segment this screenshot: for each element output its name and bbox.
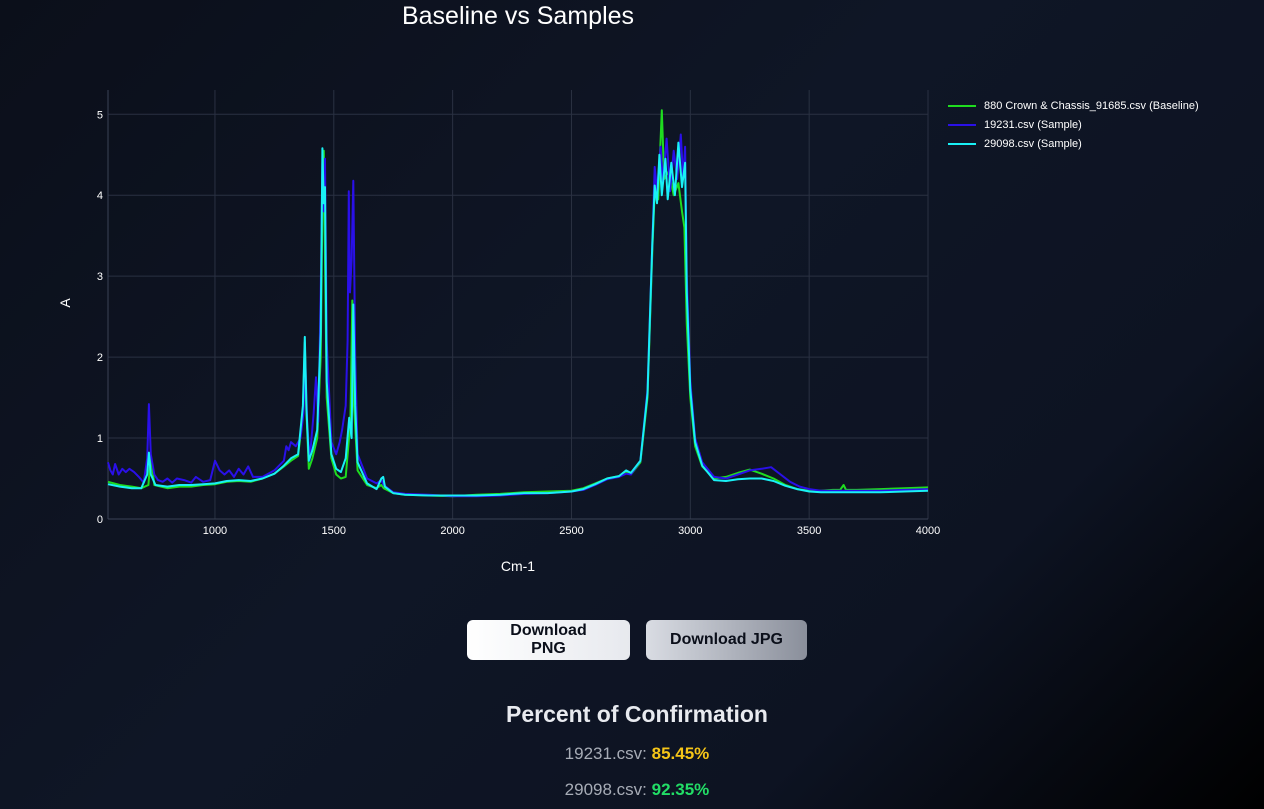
grid-layer [108,90,929,519]
legend-item-3[interactable]: 29098.csv (Sample) [948,134,1199,153]
series-line-2 [107,133,929,498]
confirmation-file: 29098.csv: [564,780,647,799]
legend-item-1[interactable]: 880 Crown & Chassis_91685.csv (Baseline) [948,96,1199,115]
axis-layer: 1000 1500 2000 2500 3000 3500 4000 0 1 2 3 4 5 [97,90,940,537]
y-tick-label: 4 [97,190,103,202]
confirmation-file: 19231.csv: [564,744,647,763]
legend-label: 19231.csv (Sample) [984,118,1082,131]
legend-label: 880 Crown & Chassis_91685.csv (Baseline) [984,99,1199,112]
legend-label: 29098.csv (Sample) [984,137,1082,150]
y-tick-label: 5 [97,109,103,121]
y-axis-label: A [57,298,73,308]
series-line-3 [107,141,929,497]
x-tick-label: 4000 [916,525,940,537]
x-tick-label: 3500 [797,525,821,537]
legend-item-2[interactable]: 19231.csv (Sample) [948,115,1199,134]
chart-title: Baseline vs Samples [401,2,635,30]
download-buttons: Download PNG Download JPG [0,620,1264,660]
series-layer [107,109,929,498]
y-tick-label: 3 [97,271,103,283]
download-jpg-button[interactable]: Download JPG [646,620,807,660]
legend-swatch [948,104,976,107]
y-tick-label: 1 [97,433,103,445]
x-tick-label: 2500 [559,525,583,537]
x-tick-label: 3000 [678,525,702,537]
download-png-button[interactable]: Download PNG [467,620,630,660]
confirmation-title: Percent of Confirmation [506,701,768,727]
chart-legend: 880 Crown & Chassis_91685.csv (Baseline)… [948,96,1199,153]
confirmation-row: 29098.csv: 92.35% [0,780,1264,800]
y-tick-label: 0 [97,514,103,526]
y-tick-label: 2 [97,352,103,364]
confirmation-row: 19231.csv: 85.45% [0,744,1264,764]
legend-swatch [948,123,976,126]
legend-swatch [948,142,976,145]
confirmation-percent: 85.45% [651,744,710,763]
x-tick-label: 1000 [203,525,227,537]
x-tick-label: 1500 [322,525,346,537]
x-tick-label: 2000 [440,525,464,537]
confirmation-percent: 92.35% [651,780,710,799]
x-axis-label: Cm-1 [501,558,535,574]
